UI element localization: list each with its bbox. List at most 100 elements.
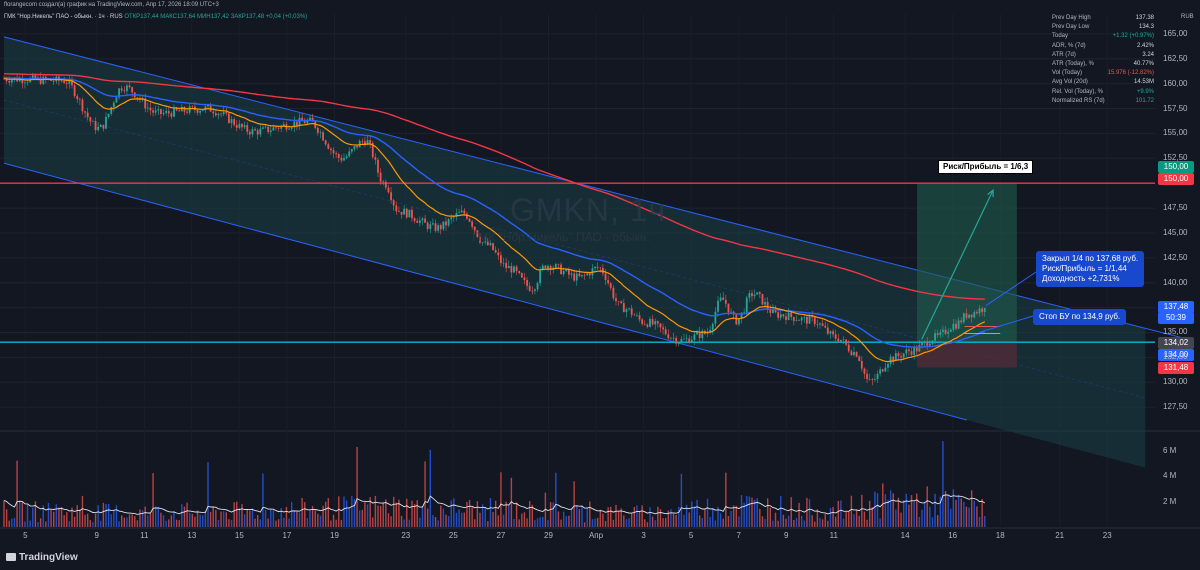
tradingview-logo[interactable]: TradingView xyxy=(6,552,78,563)
candle-body xyxy=(34,75,37,80)
candle-body xyxy=(562,271,565,275)
volume-bar xyxy=(722,518,724,527)
volume-bar xyxy=(152,473,154,527)
candle-body xyxy=(928,343,931,346)
volume-bar xyxy=(335,519,337,527)
volume-bar xyxy=(698,515,701,527)
volume-bar xyxy=(662,518,664,527)
position-loss-zone xyxy=(916,342,1017,368)
stop-note[interactable]: Стоп БУ по 134,9 руб. xyxy=(1033,309,1127,325)
candle-body xyxy=(968,314,970,318)
ma-red-line xyxy=(4,73,985,300)
volume-bar xyxy=(71,507,73,527)
candle-body xyxy=(983,307,986,313)
volume-bar xyxy=(377,505,379,527)
candle-body xyxy=(894,353,897,361)
candle-body xyxy=(408,209,411,218)
volume-bar xyxy=(570,507,573,527)
candle-body xyxy=(382,181,385,183)
volume-bar xyxy=(834,516,837,527)
candle-body xyxy=(701,330,704,339)
candle-body xyxy=(866,373,868,380)
volume-bar xyxy=(696,499,698,527)
volume-bar xyxy=(900,512,902,527)
candle-body xyxy=(306,120,309,124)
volume-bar xyxy=(759,508,761,527)
candle-body xyxy=(353,145,356,150)
candle-body xyxy=(565,269,568,272)
volume-bar xyxy=(26,504,29,527)
candle-body xyxy=(541,265,544,270)
candle-body xyxy=(910,351,913,355)
time-tick-label: 18 xyxy=(995,531,1005,540)
candle-body xyxy=(717,300,719,312)
candle-body xyxy=(332,150,335,154)
time-tick-label: 9 xyxy=(94,531,99,540)
volume-bar xyxy=(92,522,94,527)
candle-body xyxy=(24,82,26,84)
candle-body xyxy=(641,319,644,324)
volume-bar xyxy=(923,501,926,527)
volume-bar xyxy=(837,500,839,527)
candle-body xyxy=(528,285,531,291)
volume-bar xyxy=(714,520,717,527)
volume-bar xyxy=(476,501,479,527)
candle-body xyxy=(162,112,165,115)
volume-bar xyxy=(704,509,706,527)
volume-bar xyxy=(887,499,889,527)
candle-body xyxy=(965,313,968,318)
volume-bar xyxy=(769,507,771,527)
risk-reward-label[interactable]: Риск/Прибыль = 1/6,3 xyxy=(938,160,1034,174)
candle-body xyxy=(395,205,398,212)
candle-body xyxy=(751,293,753,297)
price-tick-label: 157,50 xyxy=(1163,103,1188,113)
volume-bar xyxy=(222,511,225,527)
candle-body xyxy=(73,85,76,97)
closed-note-line2: Риск/Прибыль = 1/1,44 xyxy=(1042,264,1127,273)
volume-bar xyxy=(947,494,949,527)
volume-bar xyxy=(638,511,641,527)
candle-body xyxy=(531,290,534,292)
candle-body xyxy=(220,113,222,115)
candle-body xyxy=(112,102,115,108)
volume-bar xyxy=(18,500,21,527)
candle-body xyxy=(685,338,688,340)
volume-bar xyxy=(730,510,732,527)
candle-body xyxy=(656,321,659,324)
volume-bar xyxy=(199,514,201,527)
candle-body xyxy=(387,187,390,193)
volume-bar xyxy=(149,513,152,527)
candle-body xyxy=(800,317,803,321)
candle-body xyxy=(165,110,168,113)
candle-body xyxy=(774,309,777,313)
volume-bar xyxy=(827,520,829,527)
candle-body xyxy=(335,153,338,155)
candle-body xyxy=(447,219,450,226)
volume-bar xyxy=(165,520,167,527)
candle-body xyxy=(201,110,204,111)
closed-position-note[interactable]: Закрыл 1/4 по 137,68 руб. Риск/Прибыль =… xyxy=(1036,251,1145,287)
volume-bar xyxy=(963,501,965,527)
candle-body xyxy=(651,319,654,325)
volume-bar xyxy=(113,509,115,527)
volume-bar xyxy=(615,504,617,527)
volume-bar xyxy=(586,508,588,527)
candle-body xyxy=(52,80,55,82)
volume-bar xyxy=(528,501,531,527)
volume-bar xyxy=(94,513,97,527)
candle-body xyxy=(515,266,518,272)
candle-body xyxy=(345,156,348,159)
volume-bar xyxy=(727,515,730,527)
volume-bar xyxy=(207,462,209,527)
candle-body xyxy=(269,130,272,132)
symbol-legend[interactable]: ГМК "Нор.Никель" ПАО - обыкн. · 1ч · RUS… xyxy=(4,14,307,20)
candle-body xyxy=(962,313,965,323)
stats-label: Avg Vol (20d) xyxy=(1052,79,1088,86)
volume-bar xyxy=(225,512,228,527)
tradingview-logo-icon xyxy=(6,553,16,561)
volume-bar xyxy=(685,504,688,527)
volume-bar xyxy=(850,495,853,527)
volume-bar xyxy=(876,493,879,527)
volume-bar xyxy=(879,518,881,527)
